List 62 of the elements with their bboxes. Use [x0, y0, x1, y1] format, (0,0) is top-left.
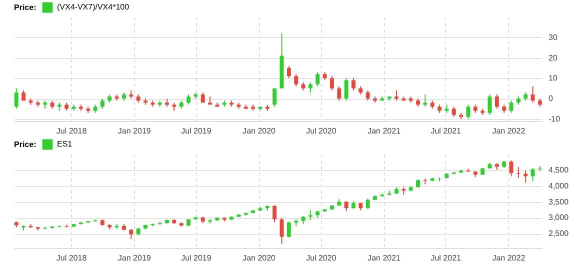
candlestick: [344, 200, 348, 212]
x-tick-label: Jan 2022: [492, 254, 526, 262]
y-tick-label: 10: [548, 74, 558, 83]
candlestick: [100, 98, 104, 110]
candlestick: [494, 94, 499, 110]
y-tick-label: 4,500: [548, 165, 570, 174]
candlestick: [524, 170, 528, 184]
legend-title: Price:: [14, 140, 36, 149]
x-tick-label: Jan 2022: [492, 126, 526, 136]
legend-label: (VX4-VX7)/VX4*100: [57, 2, 130, 12]
candlestick: [366, 198, 370, 210]
legend-title: Price:: [14, 3, 36, 12]
y-tick-label: 30: [548, 32, 558, 42]
legend-label: ES1: [57, 140, 73, 148]
x-tick-label: Jan 2020: [242, 254, 276, 262]
candlestick: [308, 210, 312, 220]
candlestick: [509, 160, 514, 177]
x-tick-label: Jul 2018: [56, 254, 88, 262]
y-tick-label: 3,500: [548, 197, 570, 206]
candlestick: [286, 65, 291, 79]
candlestick: [286, 221, 291, 238]
x-tick-label: Jan 2019: [118, 254, 152, 262]
y-tick-label: 4,000: [548, 181, 570, 190]
candlestick: [294, 74, 298, 87]
candlestick: [366, 90, 370, 102]
x-tick-label: Jul 2020: [306, 126, 337, 136]
candlestick: [452, 106, 456, 118]
x-tick-label: Jul 2021: [430, 254, 462, 262]
x-tick-label: Jul 2019: [181, 126, 212, 136]
y-tick-label: 2,500: [548, 229, 570, 238]
x-tick-label: Jan 2021: [368, 126, 402, 136]
candlestick: [509, 100, 514, 114]
candlestick: [186, 94, 191, 106]
x-tick-label: Jul 2021: [430, 126, 462, 136]
x-tick-label: Jul 2018: [56, 126, 88, 136]
candlestick: [351, 78, 356, 91]
y-tick-label: -10: [548, 114, 561, 124]
candlestick: [280, 217, 284, 244]
candlestick: [516, 166, 520, 178]
candlestick: [14, 88, 18, 110]
candlestick: [330, 76, 334, 91]
candlestick: [530, 168, 535, 182]
x-tick-label: Jan 2019: [118, 126, 152, 136]
y-tick-label: 0: [548, 94, 554, 104]
candlestick: [488, 94, 492, 116]
x-tick-label: Jan 2020: [242, 126, 276, 136]
y-tick-label: 20: [548, 53, 558, 62]
candlestick: [308, 82, 312, 93]
candlestick: [344, 78, 348, 102]
candlestick: [272, 88, 277, 108]
candlestick: [129, 228, 134, 240]
x-tick-label: Jan 2021: [368, 254, 402, 262]
candlestick: [423, 94, 428, 108]
x-tick-label: Jul 2020: [306, 254, 337, 262]
candlestick: [272, 204, 277, 224]
candlestick: [466, 104, 470, 120]
x-tick-label: Jul 2019: [181, 254, 212, 262]
candlestick: [316, 72, 320, 87]
candlestick: [337, 86, 342, 102]
candlestick: [530, 86, 535, 104]
candlestick: [394, 90, 399, 102]
y-tick-label: 3,000: [548, 213, 570, 222]
